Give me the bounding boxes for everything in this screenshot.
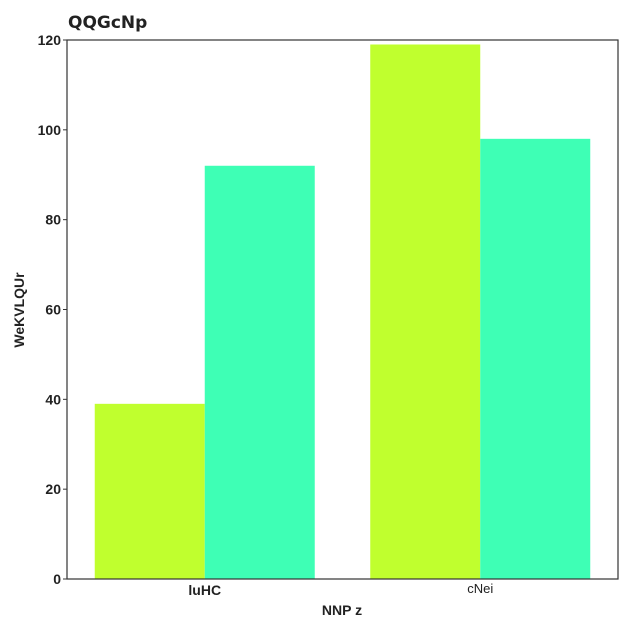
y-axis-label: WeKVLQUr [11, 272, 27, 348]
bar-cNei-series-2 [480, 138, 591, 580]
y-tick-label: 100 [38, 122, 62, 138]
bar-cNei-series-1 [370, 44, 481, 580]
x-tick-label-luHC: luHC [188, 582, 221, 598]
y-axis: 0 20 40 60 80 100 120 [38, 32, 67, 587]
y-tick-label: 60 [45, 302, 61, 318]
y-tick-label: 0 [53, 571, 61, 587]
x-axis: luHC cNei [188, 581, 493, 598]
bar-luHC-series-1 [94, 403, 205, 579]
y-tick-label: 120 [38, 32, 62, 48]
x-axis-label: NNP z [322, 602, 362, 618]
chart-title: QQGcNp [68, 13, 147, 33]
x-tick-label-cNei: cNei [467, 581, 493, 596]
y-tick-label: 40 [45, 391, 61, 407]
y-tick-label: 80 [45, 212, 61, 228]
bar-luHC-series-2 [204, 165, 315, 579]
bars-layer [94, 44, 591, 580]
y-tick-label: 20 [45, 481, 61, 497]
